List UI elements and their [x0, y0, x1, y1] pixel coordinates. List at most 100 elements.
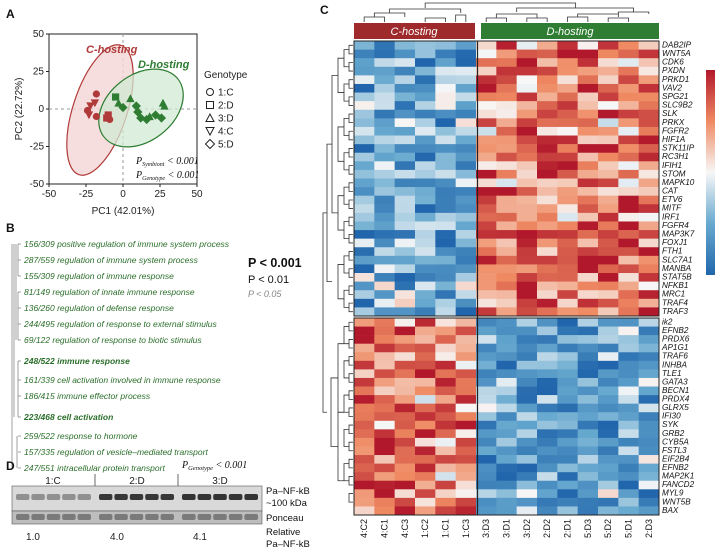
heatmap-cell: [496, 420, 517, 430]
heatmap-cell: [638, 412, 660, 422]
heatmap-cell: [435, 463, 456, 473]
heatmap-cell: [496, 489, 517, 499]
heatmap-cell: [557, 412, 578, 422]
gene-label: FTH1: [662, 247, 682, 256]
heatmap-cell: [354, 118, 375, 128]
heatmap-cell: [374, 195, 395, 205]
heatmap-cell: [557, 497, 578, 507]
row-dendro-branch: [326, 143, 332, 283]
heatmap-cell: [557, 273, 578, 282]
heatmap-cell: [516, 66, 538, 76]
heatmap-cell: [415, 429, 436, 439]
heatmap-cell: [496, 446, 517, 456]
heatmap-cell: [638, 126, 660, 136]
row-dendro-branch: [348, 268, 353, 278]
heatmap-cell: [394, 318, 416, 327]
lane-label: 2:D: [129, 476, 145, 487]
heatmap-cell: [598, 360, 619, 370]
heatmap-cell: [557, 204, 578, 214]
heatmap-cell: [618, 352, 639, 362]
heatmap-cell: [435, 161, 456, 171]
heatmap-cell: [435, 41, 456, 50]
heatmap-cell: [618, 290, 639, 300]
heatmap-cell: [374, 212, 395, 222]
heatmap-cell: [354, 255, 375, 265]
heatmap-cell: [374, 264, 395, 274]
sample-label: 2:D1: [563, 519, 573, 538]
heatmap-cell: [435, 307, 456, 317]
heatmap-cell: [618, 169, 639, 179]
heatmap-cell: [557, 343, 578, 353]
heatmap-cell: [476, 187, 497, 196]
heatmap-cell: [638, 429, 660, 439]
heatmap-cell: [537, 455, 558, 464]
heatmap-cell: [638, 101, 660, 111]
heatmap-cell: [455, 212, 477, 222]
heatmap-cell: [618, 83, 639, 93]
heatmap-cell: [598, 144, 619, 154]
heatmap-cell: [354, 66, 375, 76]
heatmap-cell: [598, 152, 619, 162]
heatmap-cell: [618, 386, 639, 396]
heatmap-cell: [516, 238, 538, 248]
heatmap-cell: [618, 455, 639, 464]
heatmap-cell: [415, 161, 436, 171]
heatmap-cell: [415, 187, 436, 196]
sample-label: 5:D2: [603, 519, 613, 538]
row-dendro-branch: [348, 233, 353, 244]
heatmap-cell: [557, 360, 578, 370]
heatmap-cell: [557, 126, 578, 136]
heatmap-cell: [577, 290, 599, 300]
heatmap-cell: [638, 352, 660, 362]
heatmap-cell: [598, 221, 619, 231]
heatmap-cell: [374, 58, 395, 68]
heatmap-cell: [354, 463, 375, 473]
heatmap-cell: [476, 101, 497, 111]
heatmap-cell: [354, 144, 375, 154]
gene-label: MAPK10: [662, 178, 695, 187]
col-dendro-branch: [607, 17, 629, 22]
gene-label: MITF: [662, 204, 682, 213]
heatmap-cell: [354, 318, 375, 327]
heatmap-cell: [638, 455, 660, 464]
heatmap-cell: [374, 281, 395, 291]
row-dendro-branch: [348, 216, 353, 227]
heatmap-cell: [394, 118, 416, 128]
heatmap-cell: [618, 497, 639, 507]
heatmap-cell: [496, 255, 517, 265]
heatmap-cell: [455, 326, 477, 336]
heatmap-cell: [496, 335, 517, 344]
heatmap-cell: [455, 75, 477, 85]
heatmap-cell: [537, 212, 558, 222]
heatmap-cell: [516, 75, 538, 85]
heatmap-cell: [435, 255, 456, 265]
heatmap-cell: [455, 144, 477, 154]
heatmap-cell: [638, 369, 660, 379]
heatmap-cell: [374, 318, 395, 327]
heatmap-cell: [455, 420, 477, 430]
heatmap-cell: [435, 126, 456, 136]
heatmap-cells: [354, 41, 660, 516]
heatmap-cell: [618, 92, 639, 102]
heatmap-cell: [537, 360, 558, 370]
go-term: 157/335 regulation of vesicle–mediated t…: [24, 447, 208, 457]
heatmap-cell: [577, 101, 599, 111]
heatmap-cell: [374, 152, 395, 162]
col-dendro-branch: [455, 14, 467, 22]
heatmap-cell: [435, 326, 456, 336]
row-dendro-branch: [337, 264, 344, 300]
gene-label: SLC7A1: [662, 255, 693, 264]
row-dendro-branch: [348, 441, 353, 452]
heatmap-cell: [618, 318, 639, 327]
heatmap-cell: [598, 83, 619, 93]
blot-band: [129, 494, 144, 500]
heatmap-cell: [496, 58, 517, 68]
legend-marker: [206, 101, 214, 109]
gene-label: IRF1: [662, 212, 680, 221]
heatmap-cell: [598, 195, 619, 205]
western-blot: PGenotype < 0.001 1:C 2:D 3:D Pa–NF-kB ~10…: [11, 460, 310, 550]
panel-label-c: C: [320, 3, 329, 17]
heatmap-cell: [516, 118, 538, 128]
ponceau-band: [77, 514, 91, 520]
heatmap-cell: [415, 109, 436, 119]
